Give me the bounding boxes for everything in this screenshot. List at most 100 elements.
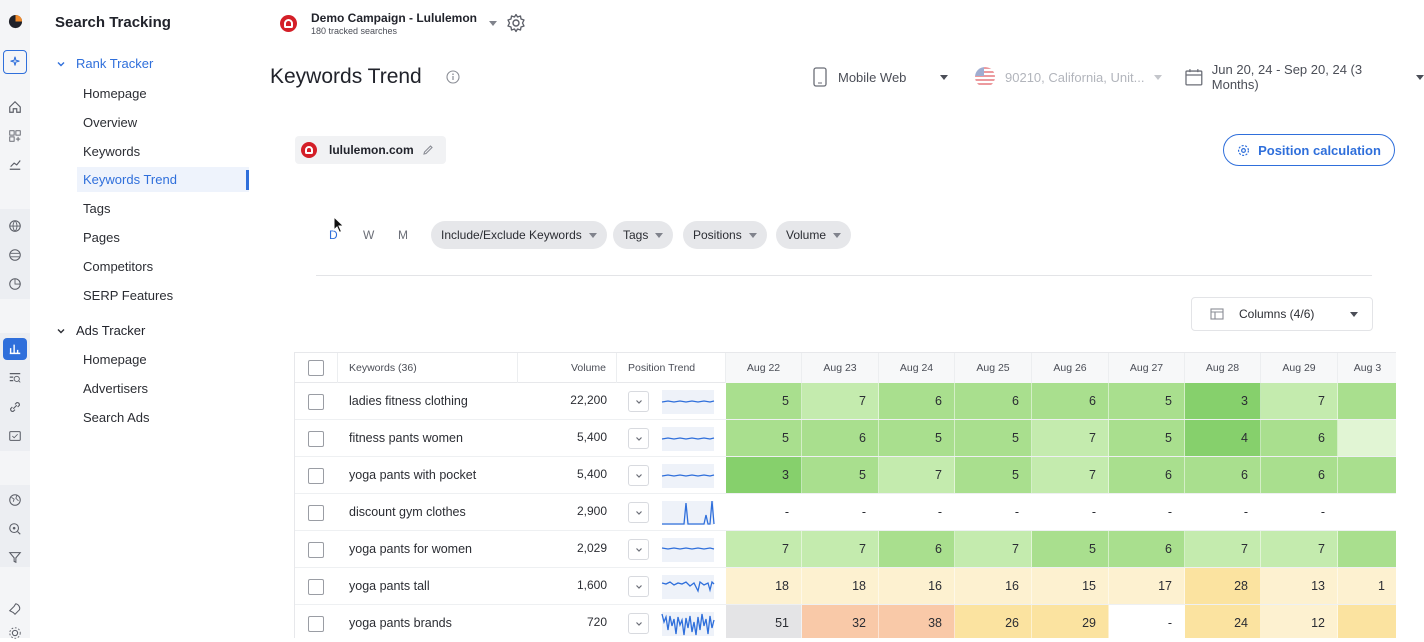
- position-cell[interactable]: 6: [802, 420, 879, 456]
- position-cell[interactable]: -: [802, 494, 879, 530]
- header-keywords[interactable]: Keywords (36): [338, 353, 518, 383]
- position-cell[interactable]: 7: [726, 531, 802, 567]
- position-cell[interactable]: -: [1109, 605, 1185, 638]
- sidebar-section-rank-tracker[interactable]: Rank Tracker: [55, 56, 153, 71]
- position-cell[interactable]: -: [1032, 494, 1109, 530]
- chart-line-icon[interactable]: [6, 155, 24, 173]
- sidebar-item-search-ads[interactable]: Search Ads: [83, 410, 150, 425]
- position-cell[interactable]: 6: [879, 383, 955, 419]
- table-row[interactable]: ladies fitness clothing 22,200 5 7 6 6 6 5 3 7: [295, 383, 1396, 420]
- position-cell[interactable]: 7: [1261, 383, 1338, 419]
- position-cell[interactable]: 32: [802, 605, 879, 638]
- position-cell[interactable]: 5: [1109, 420, 1185, 456]
- bar-chart-icon[interactable]: [3, 338, 27, 360]
- position-cell[interactable]: 7: [802, 531, 879, 567]
- filter-icon[interactable]: [6, 548, 24, 566]
- keyword-cell[interactable]: discount gym clothes: [349, 505, 466, 519]
- rocket-icon[interactable]: [6, 600, 24, 618]
- position-cell[interactable]: 12: [1261, 605, 1338, 638]
- position-cell[interactable]: [1338, 605, 1396, 638]
- keyword-cell[interactable]: fitness pants women: [349, 431, 463, 445]
- position-cell[interactable]: [1338, 494, 1396, 530]
- row-checkbox[interactable]: [308, 468, 324, 484]
- expand-trend-button[interactable]: [628, 428, 649, 449]
- sidebar-item-serp-features[interactable]: SERP Features: [83, 288, 174, 303]
- grid-icon[interactable]: [6, 127, 24, 145]
- settings-icon[interactable]: [6, 624, 24, 642]
- sidebar-item-advertisers[interactable]: Advertisers: [83, 381, 149, 396]
- position-cell[interactable]: -: [1185, 494, 1261, 530]
- logo-icon[interactable]: [8, 14, 23, 29]
- position-cell[interactable]: 26: [955, 605, 1032, 638]
- position-cell[interactable]: 7: [1032, 457, 1109, 493]
- sidebar-item-ads-homepage[interactable]: Homepage: [83, 352, 147, 367]
- position-cell[interactable]: 29: [1032, 605, 1109, 638]
- header-date[interactable]: Aug 24: [879, 353, 955, 383]
- keyword-cell[interactable]: ladies fitness clothing: [349, 394, 468, 408]
- position-cell[interactable]: 51: [726, 605, 802, 638]
- header-date[interactable]: Aug 25: [955, 353, 1032, 383]
- sidebar-section-ads-tracker[interactable]: Ads Tracker: [55, 323, 145, 338]
- expand-trend-button[interactable]: [628, 613, 649, 634]
- table-row[interactable]: yoga pants with pocket 5,400 3 5 7 5 7 6 6 6: [295, 457, 1396, 494]
- position-cell[interactable]: 18: [802, 568, 879, 604]
- position-cell[interactable]: -: [879, 494, 955, 530]
- positions-filter[interactable]: Positions: [683, 221, 767, 249]
- row-checkbox[interactable]: [308, 542, 324, 558]
- globe-grid-icon[interactable]: [6, 246, 24, 264]
- expand-trend-button[interactable]: [628, 391, 649, 412]
- header-date[interactable]: Aug 28: [1185, 353, 1261, 383]
- header-date[interactable]: Aug 27: [1109, 353, 1185, 383]
- position-cell[interactable]: -: [955, 494, 1032, 530]
- position-cell[interactable]: 3: [1185, 383, 1261, 419]
- position-cell[interactable]: 6: [1032, 383, 1109, 419]
- date-range-dropdown[interactable]: Jun 20, 24 - Sep 20, 24 (3 Months): [1185, 62, 1424, 92]
- include-exclude-keywords-filter[interactable]: Include/Exclude Keywords: [431, 221, 607, 249]
- granularity-month[interactable]: M: [398, 228, 408, 242]
- expand-trend-button[interactable]: [628, 465, 649, 486]
- position-cell[interactable]: 6: [1261, 420, 1338, 456]
- position-cell[interactable]: 6: [955, 383, 1032, 419]
- position-cell[interactable]: 17: [1109, 568, 1185, 604]
- position-cell[interactable]: 28: [1185, 568, 1261, 604]
- position-cell[interactable]: [1338, 383, 1396, 419]
- position-cell[interactable]: 7: [1032, 420, 1109, 456]
- position-cell[interactable]: 5: [955, 457, 1032, 493]
- sidebar-item-keywords-trend[interactable]: Keywords Trend: [77, 167, 249, 192]
- position-cell[interactable]: 3: [726, 457, 802, 493]
- sidebar-item-homepage[interactable]: Homepage: [83, 86, 147, 101]
- position-cell[interactable]: 13: [1261, 568, 1338, 604]
- position-cell[interactable]: 5: [726, 420, 802, 456]
- table-row[interactable]: yoga pants tall 1,600 18 18 16 16 15 17 28 13 1: [295, 568, 1396, 605]
- position-cell[interactable]: 7: [1185, 531, 1261, 567]
- position-cell[interactable]: 15: [1032, 568, 1109, 604]
- sidebar-item-keywords[interactable]: Keywords: [83, 144, 141, 159]
- keyword-cell[interactable]: yoga pants with pocket: [349, 468, 477, 482]
- sparkles-icon[interactable]: [3, 50, 27, 74]
- keyword-cell[interactable]: yoga pants brands: [349, 616, 452, 630]
- pencil-icon[interactable]: [422, 144, 434, 156]
- position-calculation-button[interactable]: Position calculation: [1223, 134, 1395, 166]
- columns-button[interactable]: Columns (4/6): [1191, 297, 1373, 331]
- position-cell[interactable]: 5: [726, 383, 802, 419]
- position-cell[interactable]: -: [726, 494, 802, 530]
- row-checkbox[interactable]: [308, 505, 324, 521]
- position-cell[interactable]: 24: [1185, 605, 1261, 638]
- row-checkbox[interactable]: [308, 616, 324, 632]
- position-cell[interactable]: [1338, 420, 1396, 456]
- granularity-week[interactable]: W: [363, 228, 375, 242]
- position-cell[interactable]: 4: [1185, 420, 1261, 456]
- position-cell[interactable]: 6: [1109, 457, 1185, 493]
- granularity-day[interactable]: D: [329, 228, 338, 242]
- header-date[interactable]: Aug 29: [1261, 353, 1338, 383]
- row-checkbox[interactable]: [308, 431, 324, 447]
- pie-icon[interactable]: [6, 275, 24, 293]
- position-cell[interactable]: 7: [955, 531, 1032, 567]
- info-icon[interactable]: [446, 70, 460, 84]
- position-cell[interactable]: 7: [879, 457, 955, 493]
- location-dropdown[interactable]: 90210, California, Unit...: [974, 66, 1163, 88]
- position-cell[interactable]: 6: [1261, 457, 1338, 493]
- expand-trend-button[interactable]: [628, 502, 649, 523]
- search-target-icon[interactable]: [6, 520, 24, 538]
- search-list-icon[interactable]: [6, 369, 24, 387]
